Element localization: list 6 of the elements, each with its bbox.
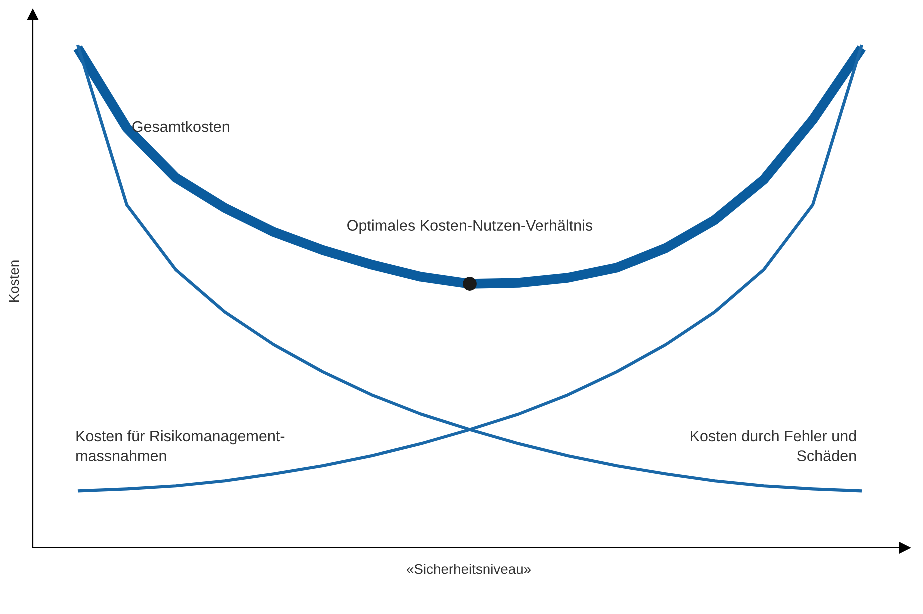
x-axis-title: «Sicherheitsniveau» — [407, 564, 531, 574]
annotation: Optimales Kosten-Nutzen-Verhältnis — [348, 220, 593, 234]
series-label: Gesamtkosten — [132, 121, 230, 132]
series-label: Kosten für Risikomanagement- massnahmen — [76, 430, 285, 462]
y-axis-title: Kosten — [9, 260, 20, 302]
series-label: Kosten durch Fehler und Schäden — [691, 430, 856, 462]
